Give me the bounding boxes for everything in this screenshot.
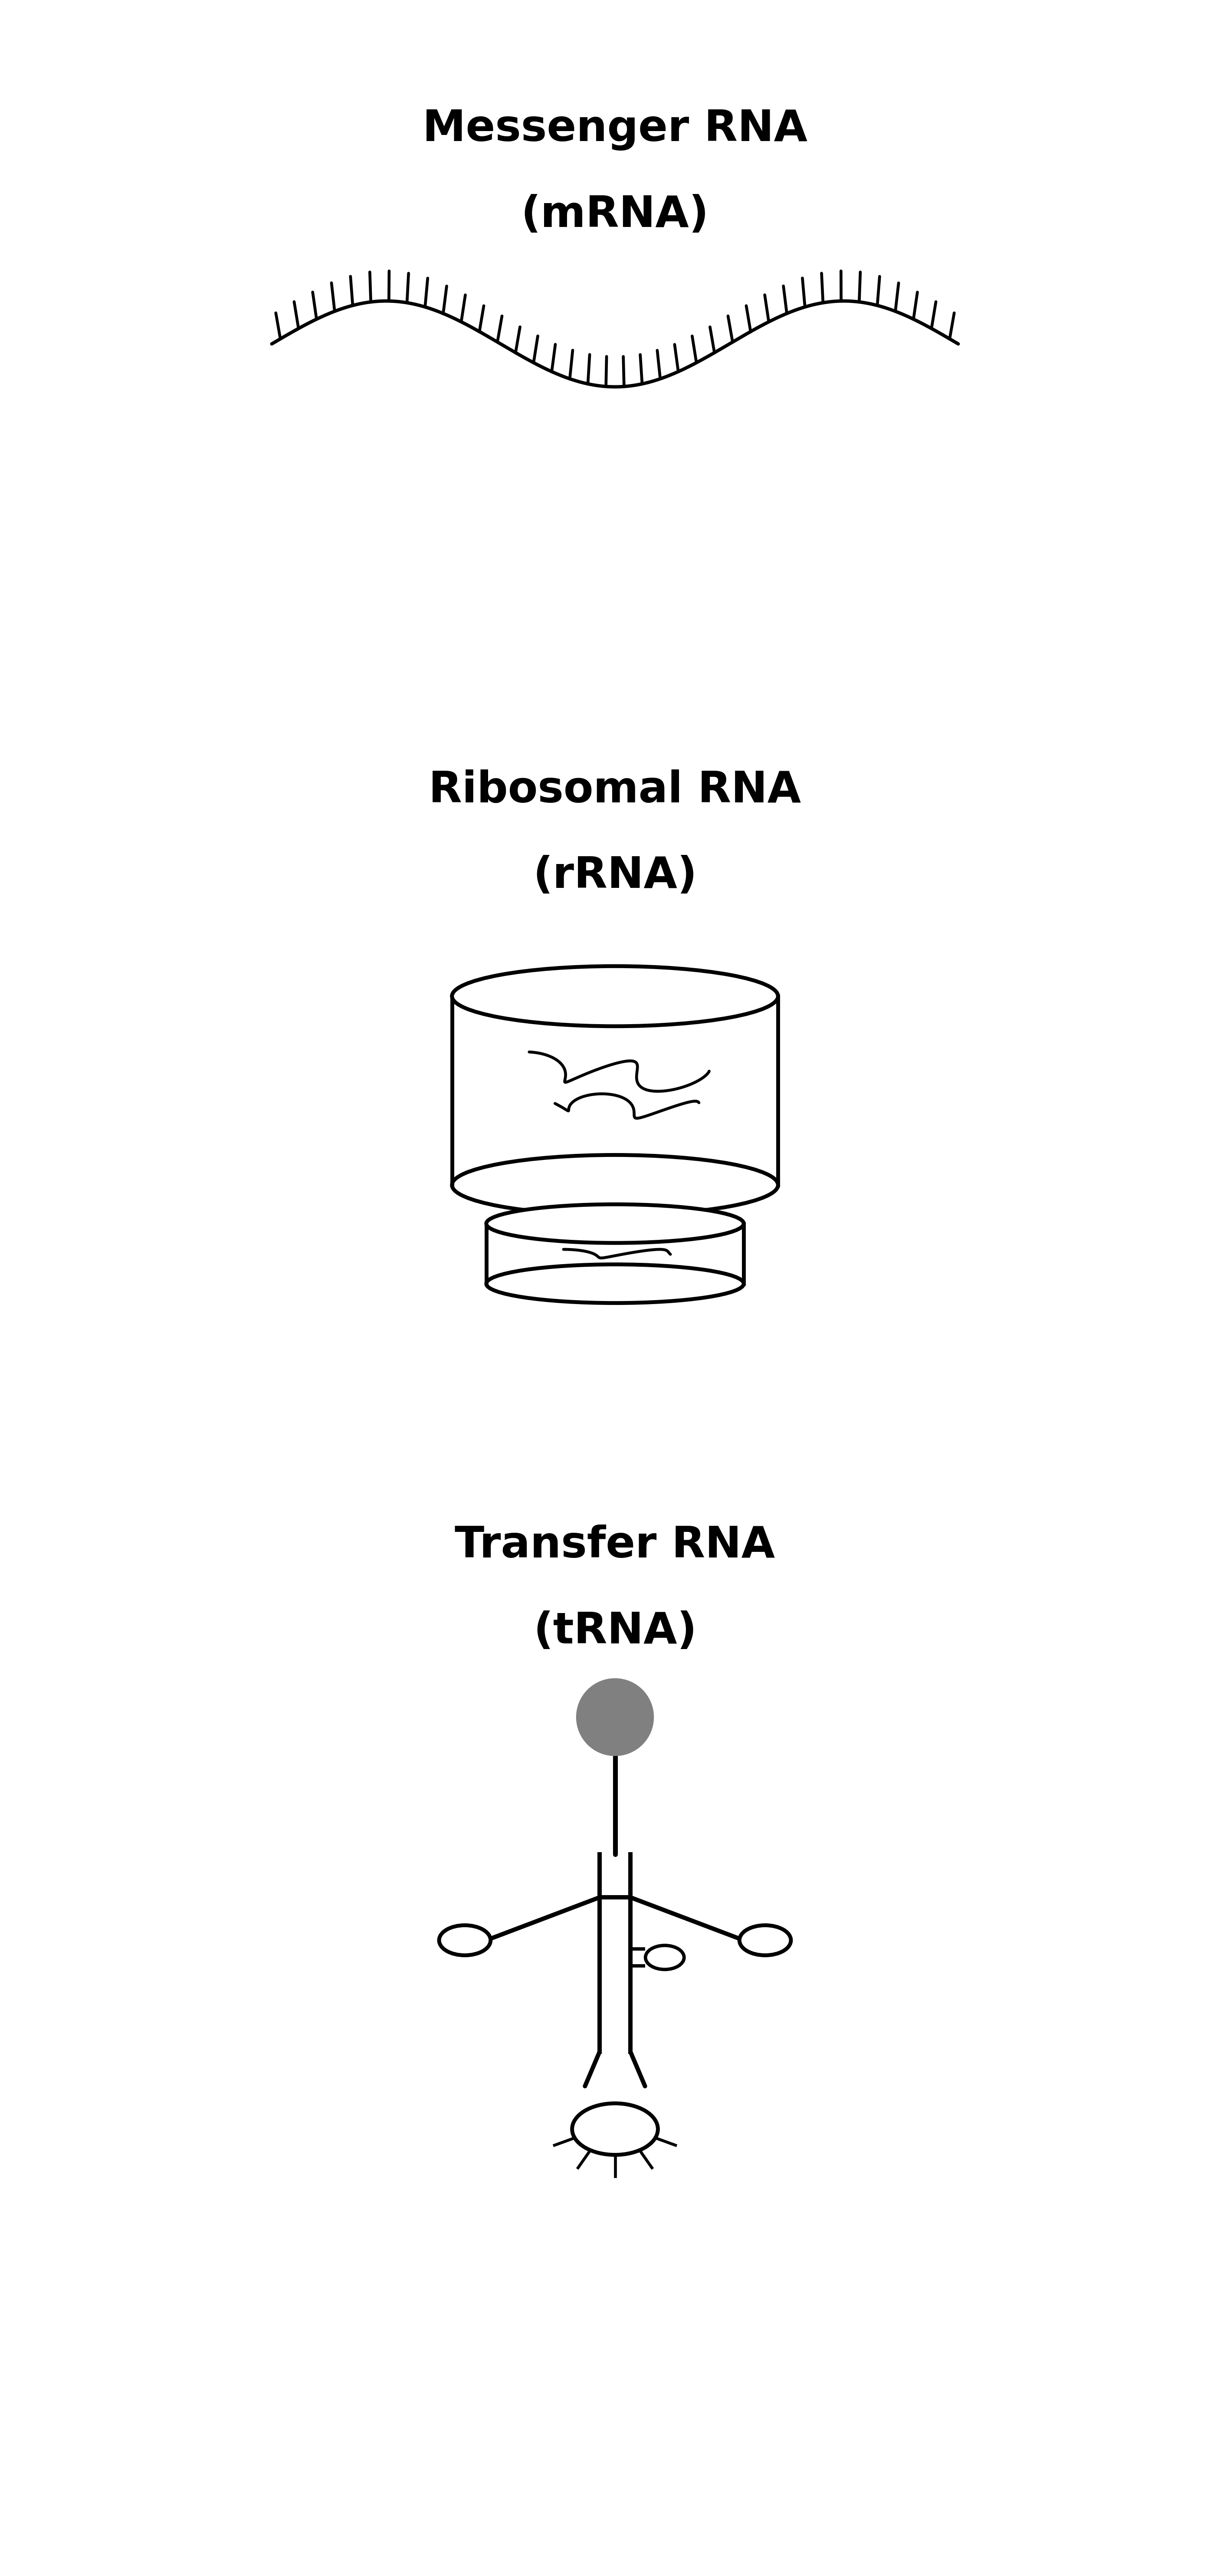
- Ellipse shape: [572, 2105, 658, 2156]
- Text: Ribosomal RNA: Ribosomal RNA: [429, 770, 801, 811]
- Ellipse shape: [451, 1154, 779, 1216]
- Ellipse shape: [646, 1945, 684, 1971]
- Ellipse shape: [486, 1265, 744, 1303]
- Text: (rRNA): (rRNA): [533, 855, 697, 896]
- Text: Transfer RNA: Transfer RNA: [455, 1525, 775, 1566]
- Circle shape: [577, 1680, 653, 1757]
- Text: Messenger RNA: Messenger RNA: [423, 108, 807, 149]
- Polygon shape: [451, 997, 779, 1185]
- Ellipse shape: [739, 1924, 791, 1955]
- Ellipse shape: [451, 966, 779, 1025]
- Text: (mRNA): (mRNA): [522, 193, 708, 237]
- Ellipse shape: [439, 1924, 491, 1955]
- Polygon shape: [486, 1224, 744, 1283]
- Text: (tRNA): (tRNA): [533, 1610, 697, 1651]
- Ellipse shape: [486, 1206, 744, 1244]
